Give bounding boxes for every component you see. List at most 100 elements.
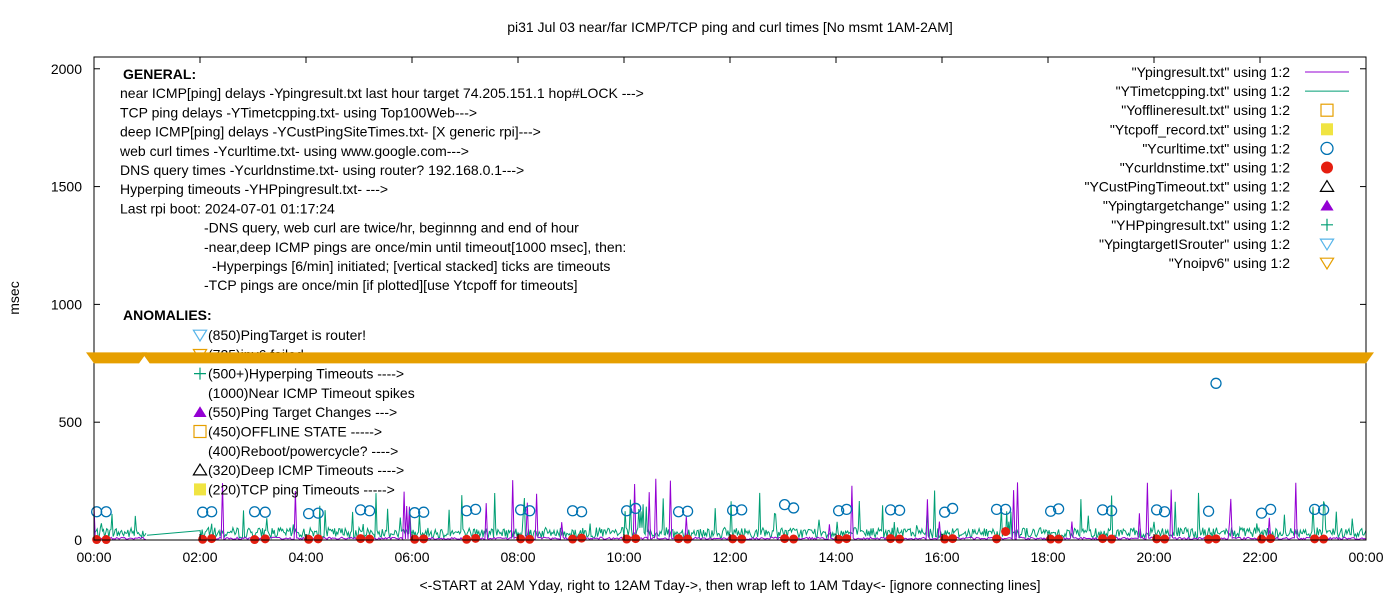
y-tick-label: 1000 [51, 296, 82, 312]
dns-point-25 [780, 534, 790, 544]
dns-point-30 [895, 534, 905, 544]
curl-point-21 [672, 506, 685, 518]
annotation-line: Hyperping timeouts -YHPpingresult.txt- -… [120, 181, 388, 197]
curl-point-29 [884, 504, 897, 516]
curl-point-22 [681, 505, 694, 517]
annotation-line: DNS query times -Ycurldnstime.txt- using… [120, 162, 524, 178]
annotation-line: -DNS query, web curl are twice/hr, begin… [204, 220, 579, 236]
legend: "Ypingresult.txt" using 1:2 "YTimetcpping… [1084, 64, 1349, 271]
curl-point-14 [469, 503, 482, 516]
anomaly-marker-6 [193, 424, 207, 439]
legend-marker-7 [1319, 179, 1335, 192]
y-tick-label: 500 [59, 414, 83, 430]
x-tick-label: 14:00 [818, 549, 853, 565]
x-tick-label: 16:00 [924, 549, 959, 565]
curl-point-37 [1096, 504, 1109, 516]
tcp-ping-trace [93, 490, 1367, 540]
anomaly-marker-9 [194, 483, 206, 496]
legend-marker-10 [1319, 238, 1335, 252]
annotation-line: TCP ping delays -YTimetcpping.txt- using… [120, 104, 477, 120]
curl-point-16 [524, 505, 536, 517]
curl-point-17 [566, 505, 579, 517]
dns-point-41 [1204, 534, 1214, 544]
noipv6-band-2 [141, 352, 1374, 364]
dns-point-32 [948, 534, 958, 544]
anomaly-item: (1000)Near ICMP Timeout spikes [208, 385, 415, 401]
curl-point-33 [990, 503, 1003, 516]
curl-point-39 [1151, 504, 1163, 516]
anomaly-item: (400)Reboot/powercycle? ----> [208, 443, 398, 459]
legend-marker-9 [1321, 218, 1333, 231]
curl-point-26 [787, 502, 800, 514]
curl-point-41 [1202, 505, 1215, 517]
dns-point-14 [471, 533, 481, 543]
dns-point-37 [1098, 534, 1108, 544]
curl-point-32 [946, 502, 959, 515]
x-tick-label: 20:00 [1136, 549, 1171, 565]
curl-point-44 [1264, 503, 1277, 516]
dns-point-40 [1160, 534, 1170, 544]
anomaly-item: (320)Deep ICMP Timeouts ----> [208, 462, 404, 478]
curl-point-11 [408, 507, 421, 519]
anomaly-marker-5 [193, 406, 207, 417]
curl-point-28 [840, 503, 853, 516]
x-axis-label: <-START at 2AM Yday, right to 12AM Tday-… [419, 577, 1040, 593]
dns-point-8 [313, 534, 323, 544]
legend-label: "Ynoipv6" using 1:2 [1169, 255, 1290, 271]
curl-point-46 [1317, 504, 1330, 516]
x-tick-label: 22:00 [1242, 549, 1277, 565]
dns-point-12 [419, 534, 429, 544]
anomaly-item: (450)OFFLINE STATE -----> [208, 424, 382, 440]
dns-point-6 [260, 534, 270, 544]
dns-point-16 [525, 534, 535, 544]
x-tick-label: 00:00 [1348, 549, 1383, 565]
dns-point-33 [992, 534, 1002, 544]
dns-point-38 [1107, 534, 1117, 544]
legend-label: "Ypingtargetchange" using 1:2 [1103, 198, 1290, 214]
x-tick-label: 00:00 [76, 549, 111, 565]
annotation-line: deep ICMP[ping] delays -YCustPingSiteTim… [120, 124, 541, 140]
dns-point-43 [1257, 534, 1267, 544]
dns-point-20 [631, 534, 641, 544]
y-tick-label: 2000 [51, 61, 82, 77]
axes: 00:00 02:00 04:00 06:00 08:00 10:00 12:00 14:00… [51, 56, 1384, 565]
anomaly-item: (220)TCP ping Timeouts -----> [208, 481, 395, 497]
x-tick-label: 08:00 [500, 549, 535, 565]
annotation-line: web curl times -Ycurltime.txt- using www… [119, 143, 469, 159]
y-axis-label: msec [6, 281, 22, 314]
dns-point-36 [1054, 534, 1064, 544]
legend-marker-4 [1321, 123, 1333, 136]
curl-point-42 [1210, 377, 1222, 389]
annotation-line: near ICMP[ping] delays -Ypingresult.txt … [120, 85, 644, 101]
curl-point-35 [1045, 505, 1057, 517]
curl-point-10 [363, 505, 376, 517]
dns-point-28 [842, 534, 852, 544]
curl-point-18 [575, 506, 588, 518]
dns-point-34 [1001, 527, 1011, 537]
dns-point-10 [365, 534, 375, 544]
noipv6-band [86, 352, 1374, 364]
noipv6-band-1 [86, 352, 148, 364]
legend-label: "Ytcpoff_record.txt" using 1:2 [1110, 121, 1290, 137]
curl-point-3 [196, 506, 209, 518]
curl-point-2 [100, 506, 112, 518]
anomaly-marker-8 [192, 462, 208, 476]
legend-marker-3 [1320, 103, 1334, 117]
dns-point-26 [789, 534, 799, 544]
legend-label: "YTimetcpping.txt" using 1:2 [1116, 83, 1291, 99]
legend-label: "Yofflineresult.txt" using 1:2 [1121, 102, 1290, 118]
curl-point-40 [1158, 506, 1171, 518]
curl-point-12 [418, 506, 430, 518]
y-tick-label: 0 [74, 532, 82, 548]
curl-point-34 [999, 503, 1012, 516]
y-tick-label: 1500 [51, 179, 82, 195]
dns-point-13 [462, 534, 472, 544]
annotation-line: GENERAL: [123, 66, 196, 82]
legend-label: "Ypingresult.txt" using 1:2 [1132, 64, 1291, 80]
legend-label: "Ycurltime.txt" using 1:2 [1142, 140, 1290, 156]
annotation-line: -near,deep ICMP pings are once/min until… [204, 239, 626, 255]
dns-point-22 [683, 534, 693, 544]
dns-point-44 [1266, 534, 1276, 544]
x-tick-label: 06:00 [394, 549, 429, 565]
